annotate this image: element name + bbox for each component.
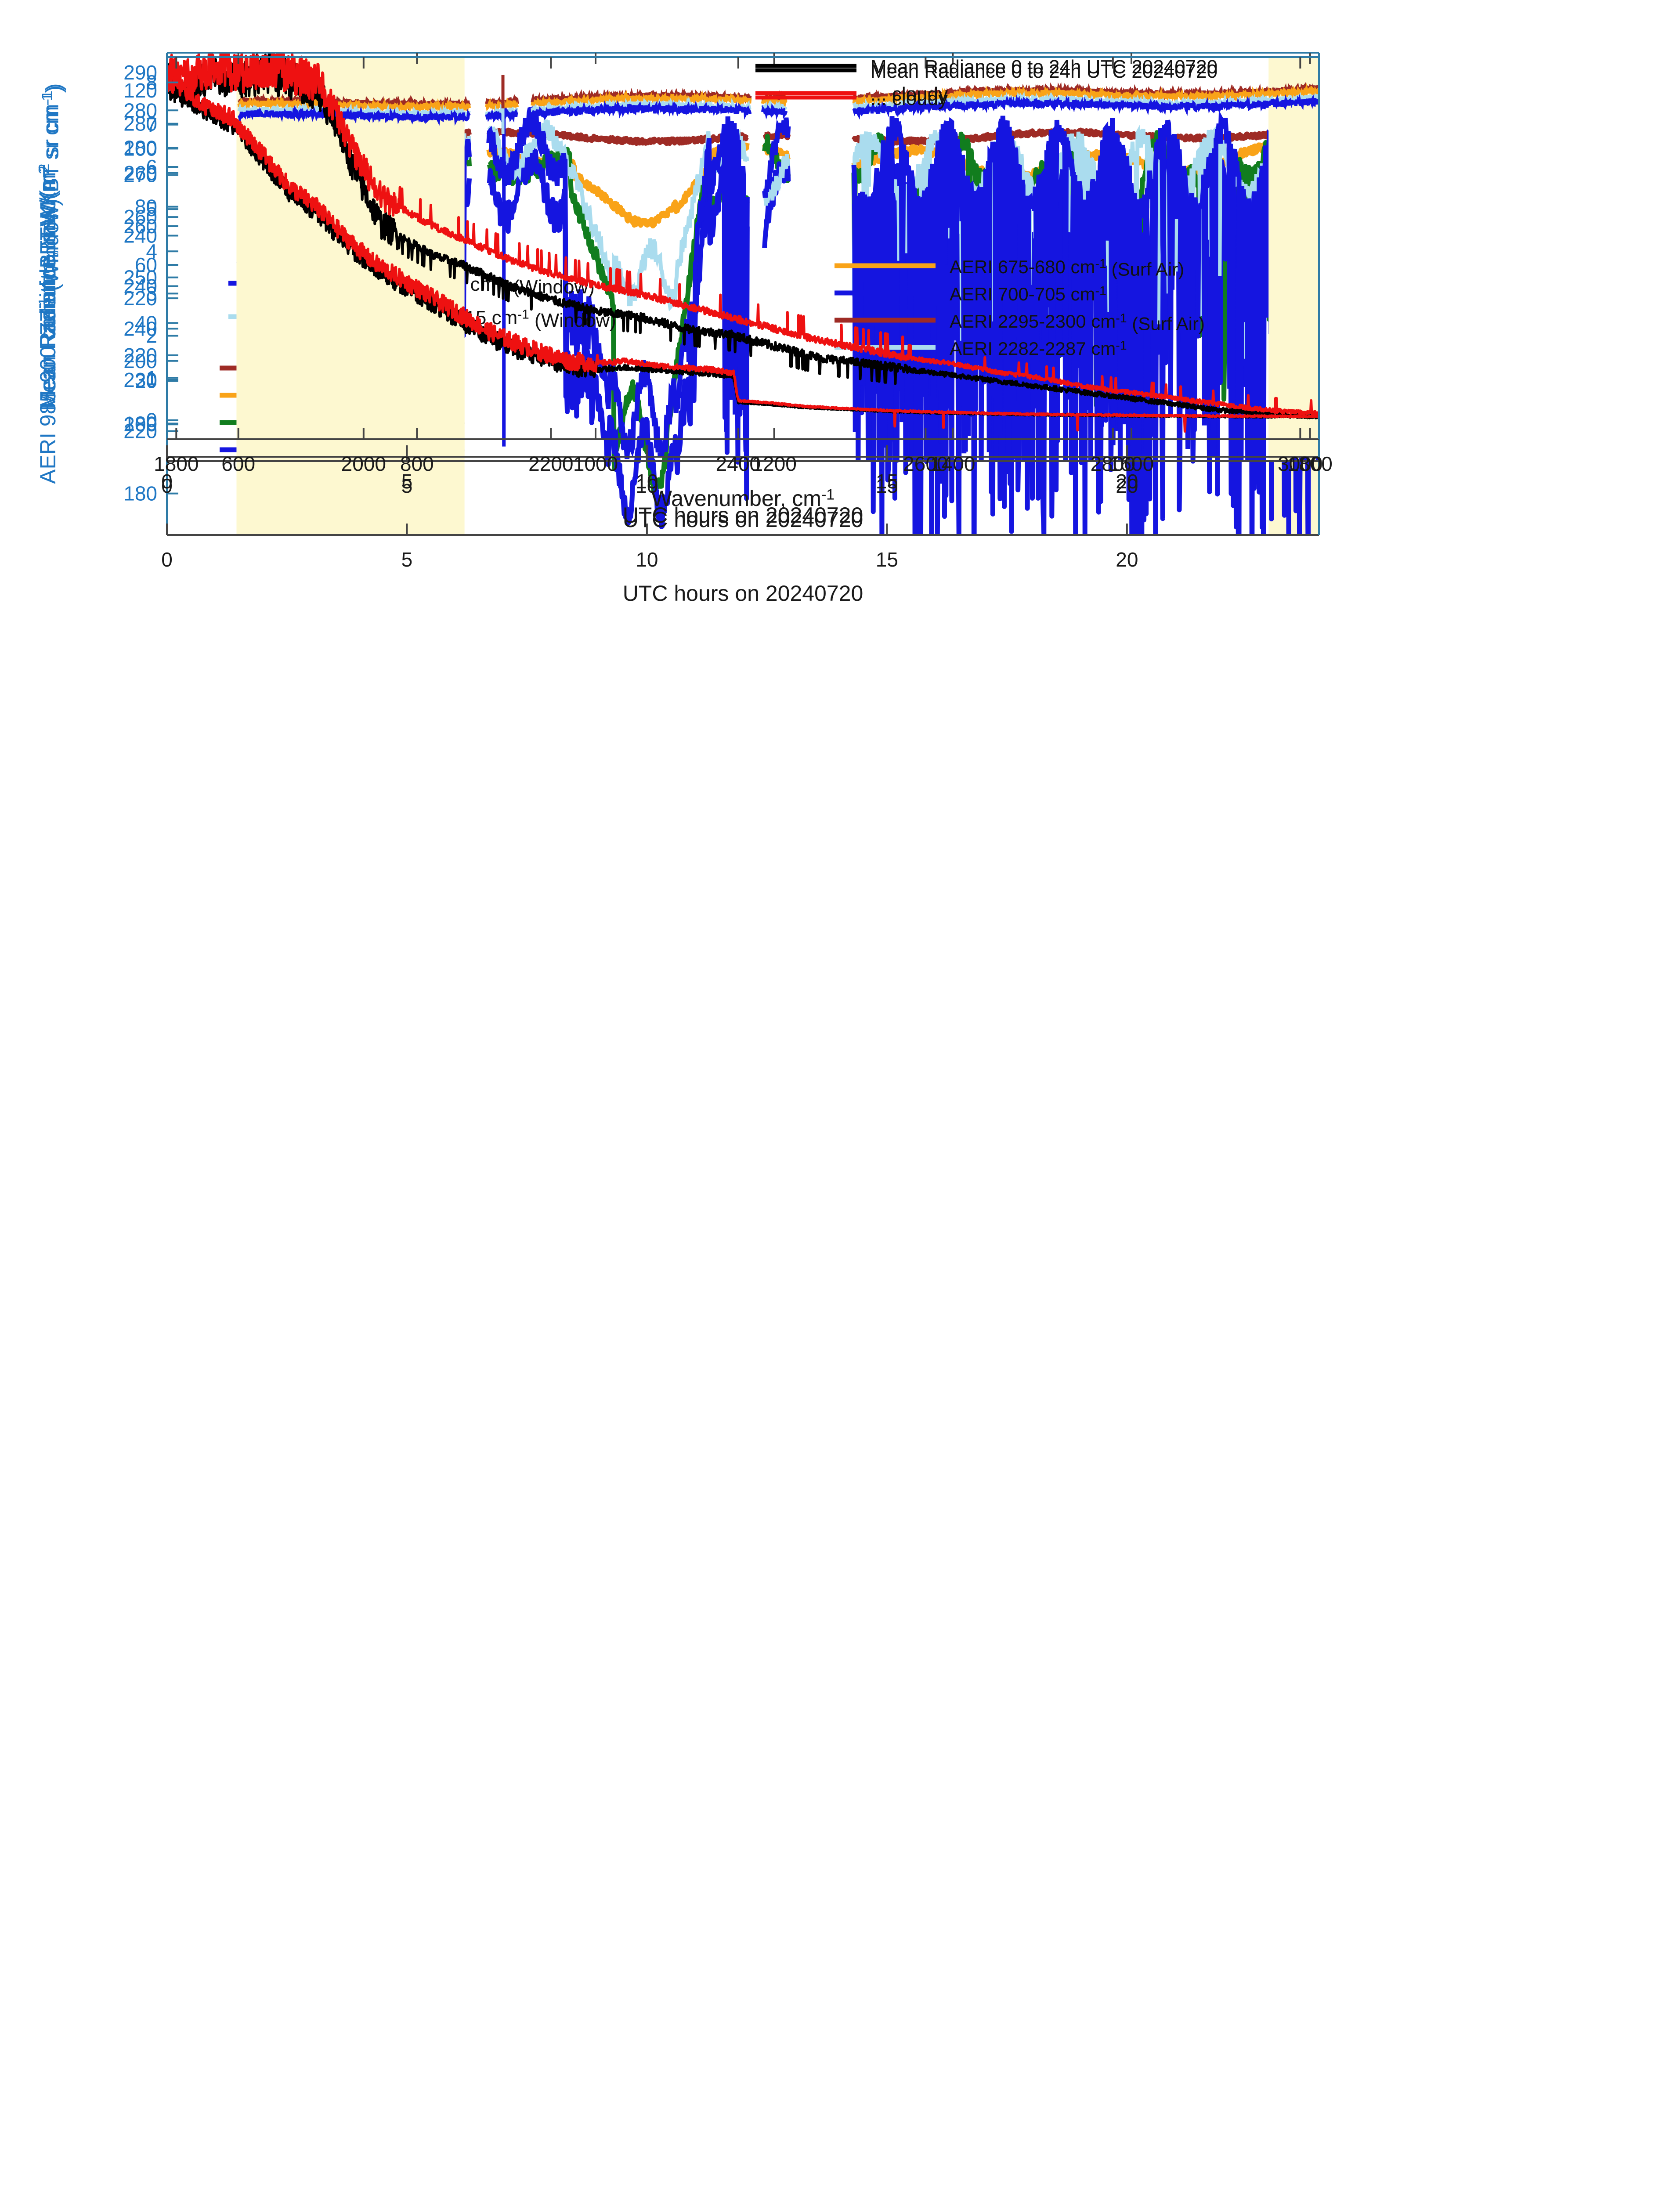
x-tick-label: 1000 — [573, 452, 618, 475]
y-tick-label: 240 — [123, 317, 157, 340]
y-tick-label: 6 — [146, 155, 157, 178]
y-tick-label: 120 — [123, 79, 157, 102]
x-tick-label: 1600 — [1109, 452, 1154, 475]
y-tick-label: 60 — [135, 253, 157, 276]
y-axis-label: AERI 985-900 cm-1 (Window) BT — [36, 164, 63, 484]
legend-label-0: AERI 675-680 cm-1 (Surf Air) — [950, 256, 1184, 280]
panel-3-zenith-bts-surfair: 220 230 240 250 260 270 280 290 0 5 10 15 20 UTC hour… — [0, 0, 1680, 527]
y-tick-label: 220 — [123, 287, 157, 310]
x-axis-label: UTC hours on 20240720 — [623, 581, 863, 606]
plot-area — [167, 74, 1319, 433]
legend-label-0: Mean Radiance 0 to 24h UTC 20240720 — [871, 56, 1218, 78]
y-tick-label: 240 — [123, 274, 157, 297]
y-tick-label: 180 — [123, 482, 157, 505]
y-tick-label: 290 — [123, 61, 157, 84]
series-mean-radiance-cloudy — [167, 53, 1319, 416]
x-tick-label: 10 — [636, 548, 658, 571]
x-tick-label: 10 — [636, 474, 658, 497]
legend-label-1: ... cloudy — [871, 83, 948, 105]
x-tick-label: 1800 — [1287, 452, 1332, 475]
y-tick-label: 280 — [123, 137, 157, 159]
x-tick-label: 3000 — [1278, 452, 1322, 475]
x-axis-label: UTC hours on 20240720 — [623, 507, 863, 532]
y-tick-label: 3 — [146, 282, 157, 305]
panel-4-mean-radiance-lw: 20 40 60 80 100 120 600 800 1000 1200 1400 1600 1800… — [0, 0, 1680, 511]
x-tick-label: 15 — [876, 548, 898, 571]
y-tick-label: 80 — [135, 195, 157, 218]
y-tick-label: 2 — [146, 324, 157, 347]
x-tick-label: 800 — [400, 452, 434, 475]
x-tick-label: 0 — [161, 470, 173, 493]
x-tick-label: 2000 — [341, 452, 386, 475]
legend-label-0: Mean Radiance 0 to 24h UTC 20240720 — [871, 61, 1218, 82]
x-tick-label: 2200 — [528, 452, 573, 475]
plot-area — [167, 53, 1319, 419]
y-axis-label: Zenith BTs, K — [36, 205, 60, 335]
y-tick-label: 220 — [123, 420, 157, 443]
x-tick-label: 15 — [876, 474, 898, 497]
x-tick-label: 2400 — [716, 452, 761, 475]
shaded-night-span-1 — [1268, 57, 1319, 457]
legend-label-3: AERI 2282-2287 cm-1 — [950, 338, 1127, 359]
y-tick-label: 100 — [123, 137, 157, 160]
x-tick-label: 20 — [1116, 548, 1138, 571]
x-tick-label: 0 — [161, 548, 173, 571]
y-tick-label: 5 — [146, 198, 157, 220]
y-tick-label: 280 — [123, 112, 157, 135]
x-tick-label: 5 — [401, 470, 413, 493]
y-tick-label: 250 — [123, 266, 157, 289]
legend-label-1: ... cloudy — [871, 88, 948, 109]
x-axis-label: UTC hours on 20240720 — [623, 503, 863, 527]
x-axis-label: Wavenumber, cm-1 — [651, 486, 835, 511]
x-tick-label: 10 — [636, 470, 658, 493]
legend-label-1: AERI 700-705 cm-1 — [950, 284, 1106, 304]
legend-label-2: AERI 2295-2300 cm-1 (Surf Air) — [950, 311, 1205, 334]
y-tick-label: 280 — [123, 99, 157, 122]
y-tick-label: 20 — [135, 370, 157, 393]
y-tick-label: 0 — [146, 409, 157, 432]
y-axis-label: Mean Radiance, mW/(m2 sr cm-1) — [36, 86, 66, 411]
y-tick-label: 8 — [146, 71, 157, 94]
shaded-night-span-0 — [236, 57, 465, 457]
y-tick-label: 260 — [123, 215, 157, 238]
y-axis-label: Mean Radiance, mW/(m2 sr cm-1) — [36, 83, 66, 409]
y-tick-label: 270 — [123, 163, 157, 186]
x-tick-label: 1400 — [930, 452, 975, 475]
series-mean-radiance-cloudy — [167, 74, 1319, 433]
y-tick-label: 180 — [123, 412, 157, 435]
y-tick-label: 230 — [123, 368, 157, 391]
x-tick-label: 20 — [1116, 470, 1138, 493]
panel-5-mean-radiance-sw: 0 1 2 3 4 5 6 7 8 1800 2000 2200 2400 2600 2800 3000 Wav… — [0, 0, 1680, 527]
y-tick-label: 200 — [123, 413, 157, 436]
y-tick-label: 1 — [146, 367, 157, 390]
series-mean-radiance-clear — [167, 79, 1319, 419]
y-tick-label: 200 — [123, 350, 157, 372]
y-tick-label: 7 — [146, 113, 157, 136]
y-tick-label: 40 — [135, 311, 157, 334]
x-tick-label: 1200 — [751, 452, 796, 475]
x-tick-label: 5 — [401, 474, 413, 497]
x-tick-label: 2800 — [1091, 452, 1135, 475]
x-axis-label: Wavenumber, cm-1 — [651, 486, 835, 511]
x-tick-label: 2600 — [903, 452, 948, 475]
y-axis-label: Zenith BTs, K — [36, 191, 60, 322]
y-tick-label: 240 — [123, 224, 157, 247]
y-tick-label: 220 — [123, 344, 157, 367]
x-tick-label: 5 — [401, 548, 413, 571]
x-tick-label: 0 — [161, 474, 173, 497]
x-tick-label: 1800 — [154, 452, 199, 475]
y-tick-label: 260 — [123, 206, 157, 228]
y-tick-label: 260 — [123, 162, 157, 184]
x-tick-label: 600 — [221, 452, 255, 475]
plot-area — [237, 75, 1319, 447]
x-tick-label: 20 — [1116, 474, 1138, 497]
x-tick-label: 15 — [876, 470, 898, 493]
y-tick-label: 4 — [146, 240, 157, 263]
